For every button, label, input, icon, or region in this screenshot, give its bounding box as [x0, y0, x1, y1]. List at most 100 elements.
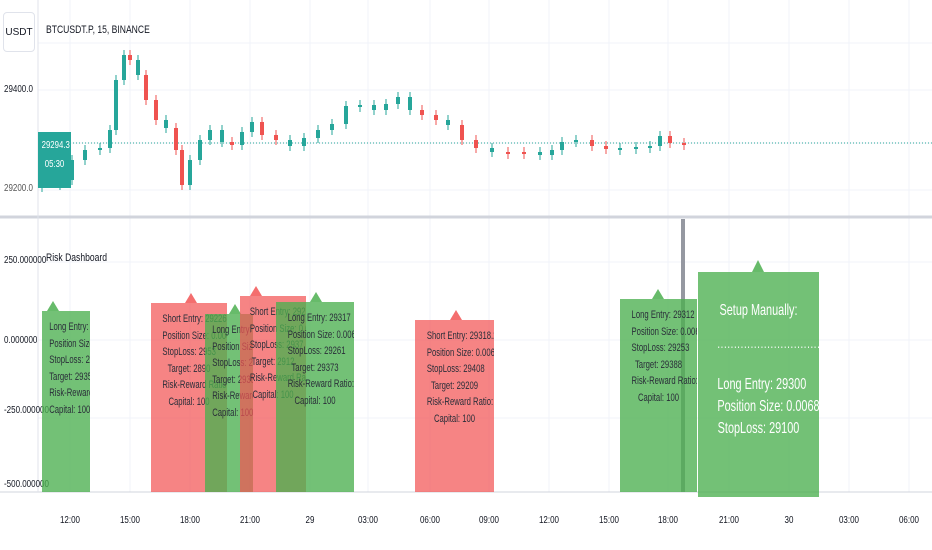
candle	[522, 152, 526, 154]
candle	[618, 148, 622, 150]
candle	[574, 140, 578, 142]
setup-box-line: StopLoss: 29408	[426, 363, 485, 375]
candle	[188, 160, 192, 185]
time-axis-label: 09:00	[478, 515, 500, 526]
candle	[180, 150, 184, 185]
indicator-title[interactable]: Risk Dashboard	[46, 252, 108, 264]
candle	[302, 138, 306, 146]
candle	[122, 55, 126, 80]
indicator-axis-label: 250.000000	[4, 255, 47, 266]
time-axis-label: 12:00	[538, 515, 560, 526]
time-axis-label: 21:00	[239, 515, 261, 526]
setup-box-line: Capital: 100	[294, 394, 336, 407]
setup-box-line: Short Entry: 29318.2	[426, 330, 494, 342]
time-axis-label: 06:00	[419, 515, 441, 526]
candle	[220, 130, 224, 142]
candle	[208, 130, 212, 140]
setup-box-line: Long Entry: 29215.8	[49, 321, 90, 333]
candle	[604, 146, 608, 149]
candle	[648, 146, 652, 148]
candle	[396, 97, 400, 104]
setup-box-line: StopLoss: 2953	[162, 346, 216, 358]
setup-box-line: Target: 29209	[430, 379, 479, 392]
short-box-pointer	[185, 293, 197, 303]
candlestick-series	[40, 50, 686, 192]
setup-box-line: Capital: 100	[49, 403, 90, 416]
setup-box-line: Position Size: 0.0068219	[287, 328, 354, 341]
manual-setup-size: Position Size: 0.0068259	[717, 398, 819, 415]
symbol-title: BTCUSDT.P, 15, BINANCE	[46, 24, 150, 36]
candle	[668, 136, 672, 143]
setup-box-line: Target: 29353	[49, 370, 90, 383]
setup-box-line: StopLoss: 29261	[287, 345, 346, 357]
manual-setup-separator: ........................................	[717, 335, 819, 351]
candle	[70, 160, 74, 180]
candle	[230, 142, 234, 145]
setup-box-line: Target: 29373	[291, 361, 339, 374]
setup-box-line: Long Entry: 29317	[287, 312, 351, 324]
setup-box-line: Target: 29388	[634, 358, 683, 371]
setup-box-line: Risk-Reward Ratio: 1	[631, 375, 697, 387]
candle	[344, 106, 348, 124]
candle	[434, 115, 438, 120]
candle	[506, 152, 510, 154]
candle	[372, 105, 376, 110]
short-box-pointer	[450, 310, 462, 320]
candle	[198, 140, 202, 160]
price-axis-label: 29400.0	[4, 84, 33, 95]
time-axis-label: 15:00	[119, 515, 141, 526]
setup-box-line: Capital: 100	[637, 391, 680, 404]
candle	[108, 130, 112, 148]
time-axis-label: 21:00	[718, 515, 740, 526]
candle	[560, 142, 564, 150]
short-setup-box: Short Entry: 29318.2 Position Size: 0.006…	[415, 320, 494, 492]
current-price-tag: 29294.3 05:30	[38, 132, 71, 188]
setup-box-line: Capital: 100	[168, 395, 210, 408]
time-axis-label: 29	[305, 515, 315, 526]
candle	[446, 120, 450, 125]
manual-setup-pointer	[752, 260, 764, 272]
candle	[550, 150, 554, 155]
candle	[408, 97, 412, 110]
setup-box-line: Risk-Reward Ratio: 1	[287, 378, 354, 390]
time-axis-label: 12:00	[59, 515, 81, 526]
manual-setup-box: Setup Manually: ........................…	[698, 272, 819, 497]
candle	[114, 80, 118, 130]
setup-box-line: StopLoss: 29253	[631, 342, 690, 354]
manual-setup-stoploss: StopLoss: 29100	[717, 420, 800, 437]
indicator-axis-label: -250.000000	[4, 405, 49, 416]
candle	[260, 122, 264, 135]
candle	[136, 60, 140, 75]
setup-box-line: StopLoss: 29097	[49, 354, 90, 366]
candle	[164, 120, 168, 128]
manual-setup-title: Setup Manually:	[719, 302, 798, 319]
candle	[490, 148, 494, 152]
setup-box-line: Risk-Reward Ratio: 1	[426, 396, 494, 408]
time-axis-label: 30	[784, 515, 794, 526]
time-axis-label: 03:00	[838, 515, 860, 526]
time-axis-label: 18:00	[657, 515, 679, 526]
current-price-value: 29294.3	[41, 140, 70, 151]
setup-box-line: Capital: 100	[433, 412, 476, 425]
candle	[658, 136, 662, 146]
long-box-pointer	[47, 301, 59, 311]
long-setup-box: Long Entry: 29215.8 Position Size: 0.0068…	[42, 311, 90, 492]
candle	[384, 104, 388, 110]
bar-countdown: 05:30	[44, 159, 65, 170]
candle	[358, 105, 362, 107]
setup-box-line: Target: 2890	[167, 362, 211, 375]
long-setup-box: Long Entry: 29312 Position Size: 0.006823…	[620, 299, 697, 492]
currency-button[interactable]: USDT	[3, 12, 35, 52]
time-axis-label: 15:00	[598, 515, 620, 526]
indicator-axis-label: -500.000000	[4, 479, 49, 490]
candle	[682, 143, 686, 145]
manual-setup-entry: Long Entry: 29300	[717, 376, 807, 393]
candle	[240, 132, 244, 145]
candle	[634, 147, 638, 149]
long-box-pointer	[310, 292, 322, 302]
candle	[274, 135, 278, 140]
time-axis-label: 03:00	[357, 515, 379, 526]
candle	[83, 150, 87, 160]
candle	[460, 125, 464, 140]
time-axis-label: 18:00	[179, 515, 201, 526]
